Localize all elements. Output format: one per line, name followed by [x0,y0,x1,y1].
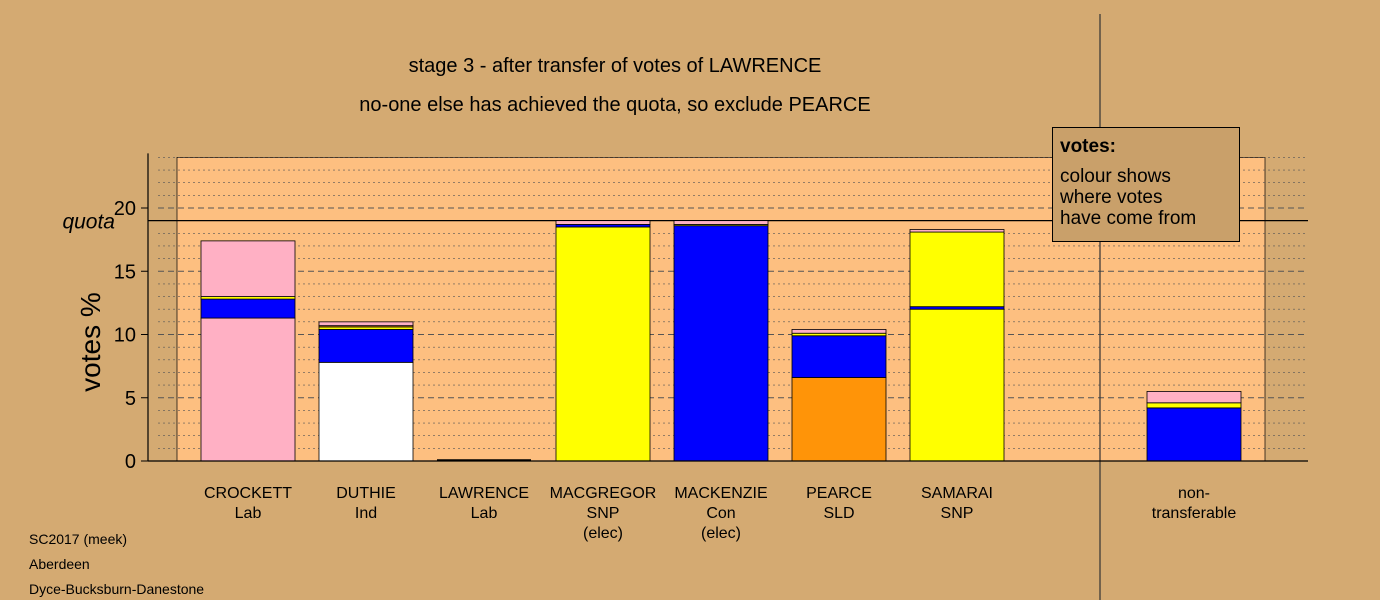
x-tick-label: transferable [1152,505,1237,522]
legend-title: votes: [1060,136,1116,157]
legend-line: colour shows [1060,166,1171,187]
y-tick-label: 20 [114,198,136,220]
bar-segment [909,231,1005,308]
x-tick-label: LAWRENCE [439,485,529,502]
chart-title: stage 3 - after transfer of votes of LAW… [408,55,822,77]
x-tick-label: (elec) [583,525,623,542]
bar-segment [673,225,769,462]
x-tick-label: SAMARAI [921,485,993,502]
bar-segment [318,329,414,363]
y-tick-label: 0 [125,451,136,473]
y-axis-label: votes % [75,292,106,392]
x-tick-label: CROCKETT [204,485,292,502]
bar-segment [1146,407,1242,462]
y-ticks: 0 5 10 15 20 [114,198,148,473]
bar-segment [200,298,296,319]
x-tick-label: Lab [471,505,498,522]
bar-segment [909,308,1005,462]
x-tick-label: MACKENZIE [674,485,767,502]
y-tick-label: 10 [114,325,136,347]
bar-segment [909,229,1005,233]
footer-ward: Dyce-Bucksburn-Danestone [29,581,205,597]
quota-label: quota [62,211,115,234]
bar-segment [555,220,651,225]
legend-line: where votes [1060,187,1163,208]
x-tick-label: SNP [587,505,620,522]
x-tick-label: non- [1178,485,1210,502]
bar-segment [673,220,769,225]
y-tick-label: 15 [114,261,136,283]
footer-source: SC2017 (meek) [29,531,128,547]
x-tick-label: DUTHIE [336,485,396,502]
x-labels: CROCKETT Lab DUTHIE Ind LAWRENCE Lab MACGREGOR… [204,485,1236,542]
bar-segment [791,377,887,462]
bar-segment [1146,391,1242,404]
bars [200,220,1242,462]
bar-segment [200,240,296,297]
x-tick-label: Ind [355,505,377,522]
bar-segment [791,329,887,334]
bar-segment [200,317,296,462]
bar-segment [318,321,414,327]
x-tick-label: SLD [823,505,854,522]
x-tick-label: MACGREGOR [550,485,657,502]
bar-segment [791,335,887,378]
x-tick-label: SNP [941,505,974,522]
legend-line: have come from [1060,208,1197,229]
chart-subtitle: no-one else has achieved the quota, so e… [359,94,871,116]
x-tick-label: PEARCE [806,485,872,502]
x-tick-label: Con [706,505,735,522]
x-tick-label: (elec) [701,525,741,542]
y-tick-label: 5 [125,388,136,410]
legend: votes: colour shows where votes have com… [1052,127,1240,242]
footer-council: Aberdeen [29,556,90,572]
bar-segment [1146,402,1242,409]
bar-segment [318,361,414,462]
bar-segment [555,226,651,462]
x-tick-label: Lab [235,505,262,522]
